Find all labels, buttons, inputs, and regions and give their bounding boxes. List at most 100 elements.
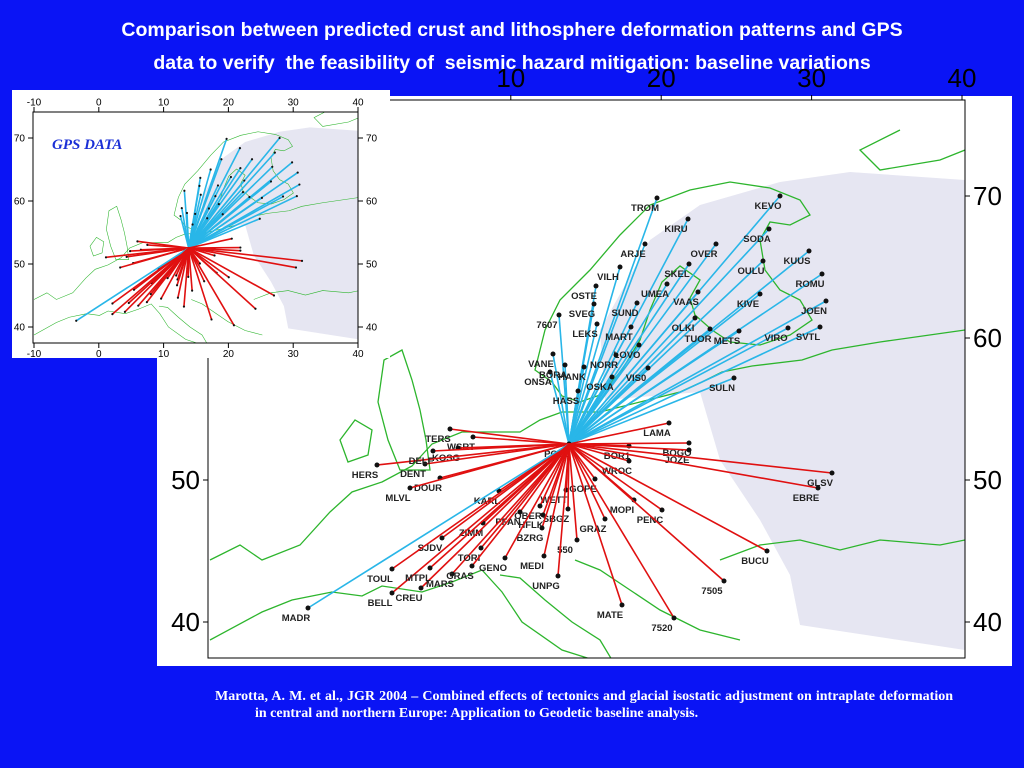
station-label: SJDV — [418, 543, 443, 554]
baseline — [473, 437, 569, 444]
station-dot — [214, 194, 217, 198]
baseline — [112, 248, 188, 303]
station-dot — [248, 195, 251, 199]
x-tick-label: 30 — [797, 63, 826, 93]
baseline — [569, 328, 788, 444]
baseline — [178, 248, 189, 298]
station-dot — [217, 202, 220, 206]
station-dot — [449, 571, 455, 577]
station-dot — [692, 315, 698, 321]
baseline — [569, 444, 689, 450]
station-dot — [179, 214, 182, 218]
station-label: VIRO — [764, 333, 787, 344]
station-dot — [206, 217, 209, 220]
station-dot — [628, 324, 634, 330]
station-dot — [271, 165, 274, 168]
x-tick-label: 10 — [158, 349, 170, 360]
station-dot — [685, 216, 691, 222]
baseline — [147, 248, 189, 302]
station-dot — [203, 280, 206, 283]
x-tick-label: 30 — [288, 349, 300, 360]
station-label: SVEG — [569, 309, 595, 320]
station-dot — [613, 352, 619, 358]
station-label: METS — [714, 336, 740, 347]
station-dot — [166, 277, 169, 280]
station-label: MART — [605, 332, 633, 343]
station-dot — [198, 184, 201, 187]
station-dot — [785, 325, 791, 331]
station-dot — [176, 296, 179, 299]
station-label: TROM — [631, 203, 659, 214]
station-dot — [731, 375, 737, 381]
station-dot — [182, 305, 186, 308]
station-dot — [806, 248, 812, 254]
station-dot — [439, 535, 445, 541]
station-dot — [191, 223, 194, 226]
station-dot — [721, 578, 727, 584]
title-line: Comparison between predicted crust and l… — [121, 19, 903, 41]
station-dot — [760, 258, 766, 264]
baseline — [189, 248, 274, 295]
station-dot — [111, 313, 114, 316]
station-label: SODA — [743, 234, 771, 245]
station-dot — [418, 585, 424, 591]
baseline — [189, 239, 232, 248]
x-tick-label: 40 — [352, 98, 364, 109]
station-dot — [104, 256, 108, 259]
station-dot — [241, 190, 245, 194]
station-label: EBRE — [793, 493, 819, 504]
station-label: VILH — [597, 272, 619, 283]
y-tick-label: 40 — [14, 323, 26, 334]
baseline — [189, 248, 256, 309]
station-dot — [517, 509, 523, 515]
baseline — [130, 248, 189, 251]
baseline — [377, 444, 569, 465]
station-dot — [125, 255, 128, 258]
baseline — [189, 219, 260, 248]
station-label: HFLK — [518, 520, 543, 531]
station-dot — [273, 151, 276, 154]
baseline — [189, 197, 250, 248]
station-dot — [470, 434, 476, 440]
station-dot — [591, 301, 597, 307]
station-label: 7520 — [651, 623, 672, 634]
station-dot — [243, 179, 246, 182]
station-dot — [626, 458, 632, 464]
station-dot — [593, 283, 599, 289]
station-label: NORR — [590, 360, 618, 371]
station-label: GLSV — [807, 478, 834, 489]
station-dot — [654, 195, 660, 201]
station-label: KEVO — [755, 201, 782, 212]
y-tick-label: 60 — [14, 197, 26, 208]
station-dot — [123, 310, 126, 314]
station-label: SUND — [612, 308, 639, 319]
station-label: WETT — [541, 495, 568, 506]
station-dot — [294, 266, 298, 269]
station-label: BOR1 — [604, 451, 631, 462]
station-label: KUUS — [784, 256, 811, 267]
station-dot — [191, 289, 194, 292]
station-label: VANE — [528, 359, 554, 370]
station-dot — [269, 180, 273, 183]
station-label: VIS0 — [626, 373, 647, 384]
station-label: BUCU — [741, 556, 769, 567]
station-dot — [183, 189, 186, 192]
baseline — [569, 444, 662, 510]
station-label: JOZE — [665, 455, 690, 466]
station-dot — [298, 183, 301, 186]
station-label: MTPL — [405, 573, 431, 584]
baseline — [184, 248, 189, 307]
station-label: HASS — [553, 396, 579, 407]
station-dot — [736, 328, 742, 334]
station-dot — [707, 326, 713, 332]
station-label: WROC — [602, 466, 632, 477]
baseline — [127, 248, 189, 257]
station-dot — [260, 196, 264, 199]
station-dot — [216, 184, 220, 187]
baseline — [569, 391, 578, 444]
baseline — [189, 224, 193, 248]
x-tick-label: 40 — [352, 349, 364, 360]
station-label: UNPG — [532, 581, 559, 592]
station-label: MOPI — [610, 505, 634, 516]
station-dot — [642, 241, 648, 247]
